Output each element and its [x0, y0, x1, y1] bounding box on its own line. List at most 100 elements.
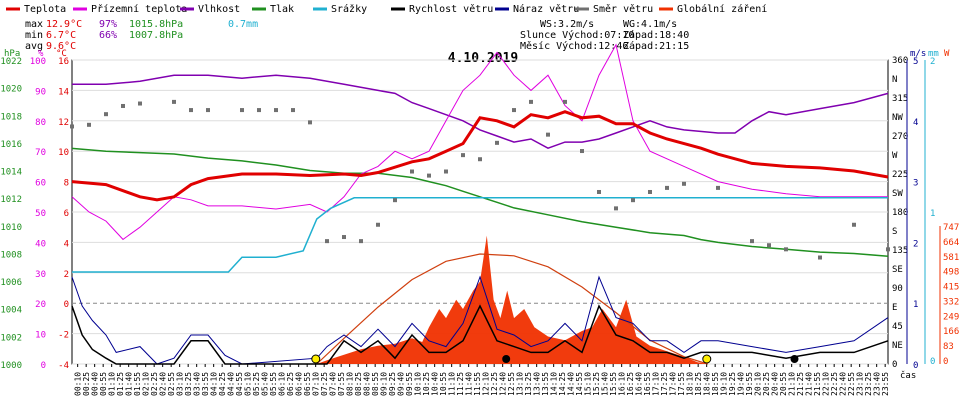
wind-dir-point	[70, 124, 74, 129]
degc-tick-label: -2	[58, 331, 69, 341]
hpa-tick-label: 1014	[0, 168, 22, 178]
pct-tick-label: 60	[35, 179, 46, 189]
time-tick-label: 20:25	[762, 372, 771, 396]
time-tick-label: 11:55	[473, 372, 482, 396]
info-wg: WG:4.1m/s	[623, 19, 677, 30]
time-tick-label: 14:25	[558, 372, 567, 396]
w-tick-label: 166	[943, 327, 959, 337]
wind-dir-point	[121, 103, 125, 108]
time-tick-label: 01:55	[133, 372, 142, 396]
time-tick-label: 19:10	[720, 372, 729, 396]
dir-tick-label: 360	[892, 56, 908, 66]
time-tick-label: 05:25	[252, 372, 261, 396]
dir-tick-label: 180	[892, 208, 908, 218]
hpa-tick-label: 1022	[0, 57, 22, 67]
wind-dir-point	[376, 222, 380, 227]
dir-tick-label: NW	[892, 113, 903, 123]
time-tick-label: 19:40	[737, 372, 746, 396]
legend-label: Přízemní teplota	[91, 3, 187, 15]
time-tick-label: 11:40	[465, 372, 474, 396]
time-tick-label: 10:40	[431, 372, 440, 396]
dir-tick-label: N	[892, 75, 897, 85]
time-tick-label: 06:40	[295, 372, 304, 396]
radiation-area	[316, 235, 708, 364]
info-sun-rise: Slunce Východ:07:10	[520, 29, 634, 41]
pct-tick-label: 70	[35, 148, 46, 158]
time-tick-label: 18:40	[703, 372, 712, 396]
wind-dir-point	[325, 239, 329, 244]
time-tick-label: 07:10	[312, 372, 321, 396]
wind-dir-point	[631, 198, 635, 203]
time-tick-label: 04:25	[218, 372, 227, 396]
pct-tick-label: 20	[35, 300, 46, 310]
w-unit: W	[944, 49, 950, 59]
hpa-tick-label: 1010	[0, 223, 22, 233]
stats-min-hum: 66%	[99, 30, 117, 41]
degc-tick-label: 8	[64, 179, 69, 189]
dir-tick-label: 315	[892, 94, 908, 104]
time-tick-label: 18:55	[711, 372, 720, 396]
w-tick-label: 0	[943, 357, 948, 367]
wind-dir-point	[716, 185, 720, 190]
time-tick-label: 00:25	[82, 372, 91, 396]
wind-dir-point	[206, 108, 210, 113]
wind-dir-point	[563, 99, 567, 104]
stats-block: max 12.9°C 97% 1015.8hPa 0.7mm min 6.7°C…	[25, 19, 258, 52]
stats-min-press: 1007.8hPa	[129, 30, 183, 41]
time-tick-label: 23:10	[856, 372, 865, 396]
sun-marker	[311, 354, 321, 364]
mm-tick-label: 2	[930, 57, 935, 67]
mm-tick-label: 0	[930, 357, 935, 367]
dir-tick-label: W	[892, 151, 898, 161]
stats-min-label: min	[25, 30, 43, 41]
dir-tick-label: E	[892, 303, 897, 313]
legend-label: Tlak	[270, 4, 294, 15]
wind-dir-point	[104, 112, 108, 117]
hpa-tick-label: 1008	[0, 250, 22, 260]
time-tick-label: 03:40	[193, 372, 202, 396]
wind-dir-point	[529, 99, 533, 104]
ms-tick-label: 0	[913, 361, 918, 371]
chart-title: 4.10.2019	[448, 51, 518, 66]
info-ws: WS:3.2m/s	[540, 19, 594, 30]
dir-tick-label: 0	[892, 360, 897, 370]
wind-dir-point	[682, 181, 686, 186]
time-tick-label: 13:55	[541, 372, 550, 396]
time-tick-label: 17:25	[660, 372, 669, 396]
wind-dir-point	[444, 169, 448, 174]
time-tick-label: 18:25	[694, 372, 703, 396]
time-tick-label: 08:10	[346, 372, 355, 396]
wind-dir-point	[665, 185, 669, 190]
wind-line	[71, 304, 889, 365]
w-tick-label: 83	[943, 342, 954, 352]
time-tick-label: 15:40	[601, 372, 610, 396]
time-tick-label: 06:55	[303, 372, 312, 396]
time-axis-label: čas	[900, 370, 916, 381]
dir-tick-label: S	[892, 227, 897, 237]
degc-tick-label: 10	[58, 148, 69, 158]
time-tick-label: 05:10	[244, 372, 253, 396]
info-block: WS:3.2m/s WG:4.1m/s Slunce Východ:07:10 …	[520, 19, 689, 52]
mm-tick-label: 1	[930, 209, 935, 219]
wind-dir-point	[393, 198, 397, 203]
pct-tick-label: 90	[35, 87, 46, 97]
time-tick-label: 01:25	[116, 372, 125, 396]
mm-unit: mm	[928, 49, 939, 59]
dir-tick-label: SE	[892, 265, 903, 275]
time-tick-label: 15:25	[592, 372, 601, 396]
time-tick-label: 21:25	[796, 372, 805, 396]
legend: Teplota Přízemní teplota Vlhkost Tlak Srážky…	[6, 3, 767, 15]
time-tick-label: 12:25	[490, 372, 499, 396]
w-tick-label: 581	[943, 253, 959, 263]
time-tick-label: 11:10	[448, 372, 457, 396]
time-tick-label: 13:25	[524, 372, 533, 396]
degc-tick-label: 12	[58, 118, 69, 128]
time-tick-label: 04:10	[210, 372, 219, 396]
info-moon-set: Západ:21:15	[623, 40, 689, 52]
wind-dir-point	[495, 140, 499, 145]
time-tick-label: 15:10	[584, 372, 593, 396]
time-tick-label: 08:25	[354, 372, 363, 396]
hpa-tick-label: 1018	[0, 112, 22, 122]
hpa-tick-label: 1000	[0, 361, 22, 371]
time-tick-label: 11:25	[456, 372, 465, 396]
